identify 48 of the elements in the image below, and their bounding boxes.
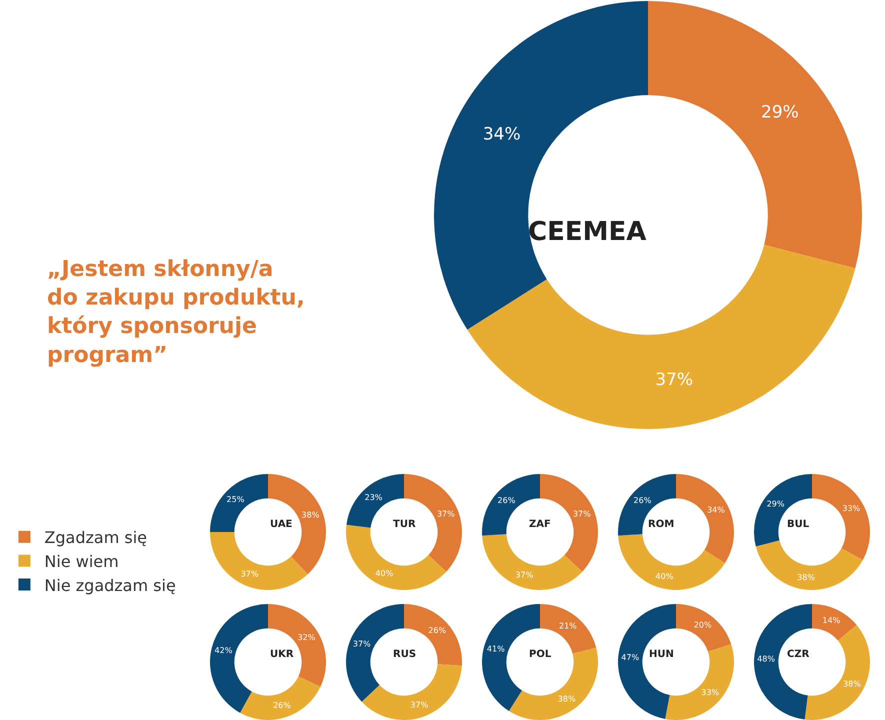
slice-label: ZAF	[529, 519, 551, 530]
data-label: 20%	[694, 620, 712, 630]
data-label: 37%	[515, 570, 534, 580]
slice-label: UAE	[270, 519, 293, 530]
data-label: 25%	[226, 495, 245, 504]
data-label: 23%	[364, 493, 383, 502]
data-label: 26%	[428, 626, 446, 636]
slice-label: ROM	[648, 519, 674, 530]
data-label: 34%	[707, 505, 726, 514]
data-label: 38%	[302, 510, 320, 520]
data-label: 26%	[634, 496, 652, 506]
data-label: 14%	[822, 616, 841, 626]
data-label: 38%	[797, 572, 816, 582]
data-label: 37%	[436, 509, 456, 518]
data-label: 38%	[843, 680, 862, 689]
data-label: 29%	[760, 102, 799, 123]
legend-label: Zgadzam się	[44, 528, 148, 548]
data-label: 47%	[621, 653, 640, 662]
slice-label: BUL	[787, 519, 810, 530]
data-label: 42%	[214, 646, 233, 656]
data-label: 37%	[572, 509, 592, 518]
slice-label: TUR	[393, 519, 416, 530]
data-label: 38%	[558, 694, 576, 704]
data-label: 32%	[298, 632, 316, 642]
data-label: 37%	[410, 700, 429, 710]
data-label: 33%	[842, 504, 861, 514]
data-label: 26%	[273, 701, 292, 710]
data-label: 41%	[486, 644, 506, 654]
slice-label: CZR	[787, 649, 810, 660]
slice-label: CEEMEA	[528, 217, 646, 247]
data-label: 26%	[498, 496, 516, 506]
data-label: 40%	[656, 572, 674, 581]
slice-label: POL	[529, 649, 552, 660]
data-label: 37%	[352, 639, 372, 648]
text: „Jestem skłonny/a do zakupu produktu, który sponsoruje program”	[47, 257, 305, 368]
data-label: 48%	[757, 654, 776, 664]
data-label: 34%	[482, 124, 521, 145]
data-label: 29%	[766, 499, 785, 508]
data-label: 40%	[375, 568, 394, 578]
legend-label: Nie zgadzam się	[44, 576, 176, 595]
data-label: 21%	[558, 621, 578, 630]
slice-label: UKR	[270, 649, 294, 660]
data-label: 37%	[240, 570, 259, 579]
data-label: 33%	[701, 688, 720, 697]
slice-label: HUN	[649, 649, 674, 660]
data-label: 37%	[655, 370, 694, 390]
slice-label: RUS	[393, 649, 416, 660]
legend-label: Nie wiem	[44, 552, 119, 571]
